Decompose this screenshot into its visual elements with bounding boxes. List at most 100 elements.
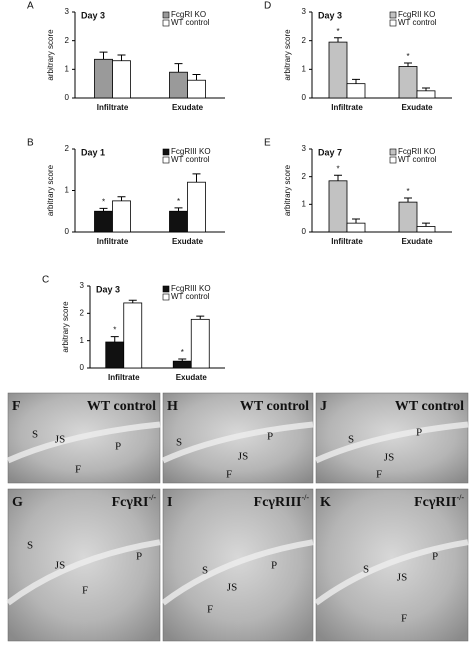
- y-tick-label: 0: [302, 93, 307, 102]
- legend-label: FcgRIII KO: [171, 284, 211, 293]
- legend-swatch: [162, 285, 170, 293]
- x-tick-label: Infiltrate: [331, 103, 363, 112]
- legend-swatch: [389, 148, 397, 156]
- legend-label: FcgRIII KO: [171, 147, 211, 156]
- legend-label: WT control: [398, 155, 437, 164]
- error-bar: [174, 63, 183, 73]
- y-tick-label: 3: [80, 281, 85, 290]
- y-tick-label: 0: [65, 93, 70, 102]
- legend-swatch: [162, 19, 170, 27]
- significance: *: [102, 197, 105, 206]
- bar: [328, 41, 348, 99]
- legend-label: FcgRII KO: [398, 10, 435, 19]
- error-bar: [128, 299, 137, 303]
- y-axis-label: arbitrary score: [283, 164, 292, 216]
- panel-letter: A: [27, 1, 34, 12]
- bar: [398, 201, 418, 233]
- y-axis-label: arbitrary score: [46, 29, 55, 81]
- structure-label: JS: [384, 452, 394, 464]
- structure-label: S: [363, 564, 369, 576]
- caption-text: FcγRII: [414, 495, 456, 510]
- caption: WT control: [87, 399, 156, 414]
- error-bar: [192, 73, 201, 81]
- structure-label: S: [348, 434, 354, 446]
- x-tick-label: Exudate: [172, 103, 204, 112]
- y-tick-label: 0: [65, 227, 70, 236]
- caption-sup: -/-: [301, 493, 309, 502]
- joint-space: [6, 421, 161, 464]
- caption-text: WT control: [87, 399, 156, 414]
- legend-swatch: [162, 156, 170, 164]
- bar: [187, 181, 206, 233]
- chart-title: Day 3: [318, 10, 342, 20]
- caption: FcγRI-/-: [112, 493, 157, 510]
- chart-title: Day 3: [96, 284, 120, 294]
- legend-label: WT control: [171, 155, 210, 164]
- significance: *: [336, 164, 339, 173]
- structure-label: F: [401, 613, 407, 625]
- caption-sup: -/-: [148, 493, 156, 502]
- x-tick-label: Exudate: [172, 237, 204, 246]
- structure-label: JS: [55, 434, 65, 446]
- legend-swatch: [162, 148, 170, 156]
- caption: FcγRII-/-: [414, 493, 464, 510]
- y-tick-label: 1: [302, 199, 307, 208]
- panel-letter: F: [12, 399, 21, 414]
- y-tick-label: 3: [302, 144, 307, 153]
- structure-label: S: [27, 540, 33, 552]
- error-bar: [404, 197, 412, 203]
- bar: [190, 318, 210, 369]
- structure-label: JS: [397, 572, 407, 584]
- chart-title: Day 1: [81, 147, 105, 157]
- significance: *: [406, 187, 409, 196]
- legend-swatch: [389, 19, 397, 27]
- error-bar: [334, 174, 342, 181]
- y-tick-label: 3: [302, 7, 307, 16]
- panel-letter: I: [167, 495, 172, 510]
- legend-label: WT control: [171, 18, 210, 27]
- bar: [328, 180, 348, 233]
- error-bar: [99, 207, 108, 212]
- significance: *: [177, 197, 180, 206]
- y-axis-label: arbitrary score: [61, 301, 70, 353]
- structure-label: F: [226, 469, 232, 481]
- bar: [169, 210, 188, 233]
- error-bar: [192, 173, 201, 183]
- bar: [94, 58, 113, 99]
- bar: [346, 83, 366, 99]
- legend-swatch: [162, 11, 170, 19]
- bar: [416, 226, 436, 233]
- error-bar: [174, 207, 183, 212]
- caption: WT control: [240, 399, 309, 414]
- bar: [112, 60, 131, 99]
- y-axis-label: arbitrary score: [283, 29, 292, 81]
- joint-space: [161, 421, 314, 464]
- legend-label: FcgRI KO: [171, 10, 206, 19]
- y-tick-label: 2: [65, 36, 70, 45]
- bar: [187, 79, 206, 99]
- significance: *: [406, 52, 409, 61]
- y-tick-label: 2: [302, 172, 307, 181]
- significance: *: [336, 27, 339, 36]
- structure-label: S: [32, 429, 38, 441]
- legend-swatch: [389, 11, 397, 19]
- panel-letter: H: [167, 399, 178, 414]
- y-tick-label: 0: [80, 363, 85, 372]
- structure-label: P: [271, 560, 277, 572]
- bar: [94, 210, 113, 233]
- y-tick-label: 0: [302, 227, 307, 236]
- structure-label: F: [82, 585, 88, 597]
- structure-label: JS: [238, 451, 248, 463]
- panel-letter: C: [42, 275, 49, 286]
- structure-label: P: [432, 551, 438, 563]
- x-tick-label: Infiltrate: [331, 237, 363, 246]
- chart-title: Day 3: [81, 10, 105, 20]
- joint-space: [314, 539, 469, 606]
- bar: [112, 200, 131, 233]
- structure-label: P: [136, 551, 142, 563]
- x-tick-label: Exudate: [176, 373, 208, 382]
- legend-label: WT control: [171, 292, 210, 301]
- x-tick-label: Exudate: [401, 237, 433, 246]
- error-bar: [196, 315, 205, 320]
